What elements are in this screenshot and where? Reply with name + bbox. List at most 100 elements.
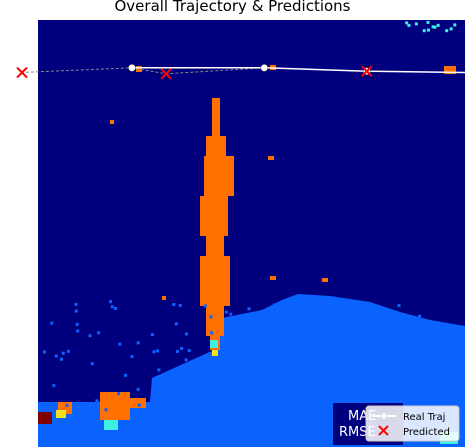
legend-label-predicted: Predicted	[403, 427, 450, 438]
speckle	[92, 411, 96, 414]
speckle	[231, 377, 235, 381]
trajectory-layer	[16, 64, 465, 80]
speckle	[130, 355, 134, 359]
speckle	[229, 403, 233, 407]
speckle	[443, 372, 446, 375]
chart-title: Overall Trajectory & Predictions	[114, 0, 351, 15]
speckle	[352, 318, 356, 322]
speckle	[272, 303, 276, 307]
speckle	[224, 352, 228, 356]
speckle	[443, 385, 447, 389]
speckle	[152, 350, 156, 354]
cyan-cell	[210, 340, 218, 348]
speckle	[109, 300, 113, 304]
speckle	[414, 22, 418, 26]
speckle	[347, 368, 351, 372]
speckle	[117, 392, 121, 396]
speckle	[265, 416, 269, 420]
speckle	[224, 369, 228, 373]
speckle	[261, 359, 265, 362]
speckle	[397, 304, 401, 308]
speckle	[372, 319, 375, 323]
speckle	[181, 430, 185, 434]
speckle	[184, 332, 188, 336]
speckle	[93, 402, 97, 405]
orange-cell	[136, 66, 142, 72]
orange-cell	[200, 196, 228, 236]
heatmap-speckles	[42, 20, 457, 442]
speckle	[286, 365, 290, 369]
speckle	[226, 370, 230, 374]
cyan-cell	[104, 420, 118, 430]
speckle	[114, 307, 117, 310]
orange-cell	[212, 98, 220, 138]
orange-cell	[204, 156, 234, 196]
orange-cell	[444, 66, 456, 74]
speckle	[216, 377, 220, 380]
speckle	[407, 23, 411, 27]
speckle	[159, 409, 163, 413]
speckle	[231, 422, 235, 426]
orange-cell	[206, 236, 224, 256]
speckle	[377, 357, 381, 361]
speckle	[341, 389, 345, 393]
speckle	[316, 310, 320, 314]
speckle	[436, 23, 440, 27]
speckle	[371, 399, 375, 403]
connector-line	[20, 67, 265, 75]
speckle	[175, 350, 179, 353]
speckle	[152, 433, 155, 437]
real-traj-point	[128, 64, 136, 72]
speckle	[426, 386, 430, 390]
speckle	[246, 378, 249, 382]
speckle	[203, 304, 207, 308]
speckle	[449, 27, 453, 31]
speckle	[433, 25, 437, 29]
speckle	[322, 322, 326, 326]
legend-marker-real	[380, 412, 388, 420]
speckle	[232, 435, 236, 439]
speckle	[210, 331, 214, 335]
speckle	[157, 368, 161, 372]
speckle	[65, 403, 69, 407]
speckle	[208, 371, 212, 375]
speckle	[249, 332, 253, 336]
predicted-point-stroke	[361, 65, 373, 77]
speckle	[178, 303, 182, 307]
speckle	[187, 349, 191, 352]
speckle	[66, 349, 70, 353]
speckle	[388, 325, 392, 328]
speckle	[291, 355, 295, 359]
predicted-point	[160, 68, 172, 80]
speckle	[410, 401, 414, 405]
yellow-cell	[56, 410, 66, 418]
legend-box	[365, 405, 460, 442]
orange-cell	[206, 136, 226, 156]
speckle	[441, 345, 445, 349]
speckle	[322, 339, 326, 343]
speckle	[240, 358, 244, 362]
speckle	[60, 357, 63, 361]
speckle	[224, 417, 228, 421]
orange-cell	[120, 398, 146, 408]
speckle	[42, 350, 46, 354]
speckle	[96, 401, 100, 405]
speckle	[137, 403, 141, 407]
speckle	[54, 354, 58, 358]
speckle	[136, 387, 140, 391]
speckle	[224, 310, 228, 314]
speckle	[172, 303, 176, 306]
speckle	[306, 416, 310, 420]
speckle	[324, 323, 328, 327]
speckle	[43, 405, 47, 409]
speckle	[50, 321, 54, 325]
orange-cell	[268, 156, 274, 160]
speckle	[72, 423, 76, 427]
real-traj-point	[260, 64, 269, 72]
speckle	[405, 21, 409, 25]
speckle	[314, 354, 317, 358]
speckle	[90, 425, 94, 429]
speckle	[250, 362, 254, 366]
speckle	[448, 377, 452, 381]
